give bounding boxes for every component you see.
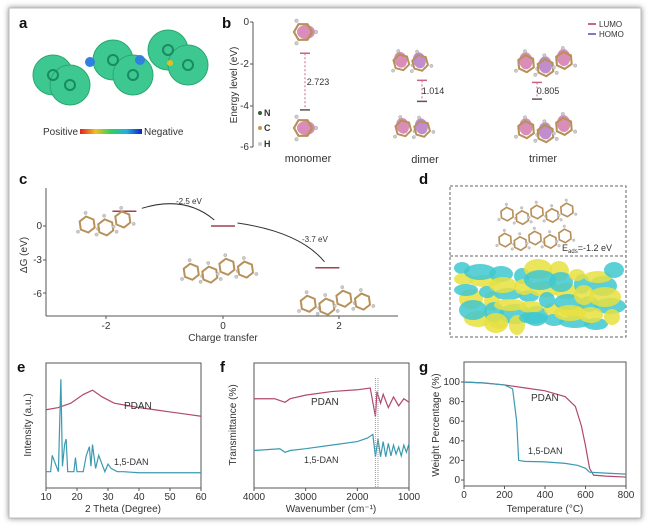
xrd-xtick: 60 (195, 492, 207, 503)
molecule-state-2 (180, 253, 259, 284)
tga-xtick: 600 (577, 490, 594, 501)
panel-label-b: b (222, 15, 231, 32)
legend-lumo: LUMO (599, 20, 622, 29)
ftir-axes (253, 362, 410, 489)
tga-xtick: 0 (461, 490, 467, 501)
e-series-dan: 1,5-DAN (114, 457, 149, 467)
f-series-pdan: PDAN (311, 397, 339, 408)
c-xtick: 2 (336, 321, 342, 332)
g-series-pdan: PDAN (531, 393, 559, 404)
tga-ytick: 60 (449, 416, 461, 427)
c-ytick: 0 (36, 221, 42, 232)
scale-negative: Negative (144, 127, 184, 138)
gap-monomer: 2.723 (307, 77, 330, 87)
atom-h: H (264, 139, 271, 149)
step-1-label: -2.5 eV (176, 197, 202, 206)
trimer-lumo (514, 46, 578, 78)
c-ylabel: ΔG (eV) (19, 237, 30, 273)
gap-trimer: 0.805 (537, 86, 560, 96)
tga-xtick: 800 (618, 490, 635, 501)
xrd-xtick: 40 (133, 492, 145, 503)
g-ylabel: Weight Percentage (%) (431, 373, 442, 476)
panel-label-c: c (19, 171, 27, 188)
label-monomer: monomer (285, 153, 332, 165)
legend-homo: HOMO (599, 30, 624, 39)
b-ylabel: Energy level (eV) (229, 47, 240, 124)
atom-n: N (264, 108, 271, 118)
tga-xtick: 400 (537, 490, 554, 501)
c-xtick: 0 (220, 321, 226, 332)
xrd-xtick: 30 (102, 492, 114, 503)
panel-label-a: a (19, 15, 28, 32)
molecule-state-3 (297, 285, 376, 316)
panel-label-g: g (419, 359, 428, 376)
transfer-arrow-2 (237, 222, 325, 263)
step-2-label: -3.7 eV (302, 235, 328, 244)
tga-ytick: 0 (454, 475, 460, 486)
b-ytick: -6 (240, 142, 249, 153)
xrd-xtick: 20 (71, 492, 83, 503)
panel-label-e: e (17, 359, 25, 376)
adsorbed-molecule-bottom (495, 224, 576, 252)
e-ylabel: Intensity (a.u.) (23, 393, 34, 456)
ftir-series-1,5-DAN (253, 433, 410, 459)
molecule-state-1 (76, 206, 136, 237)
b-ytick: 0 (243, 17, 249, 28)
b-ytick: -4 (240, 101, 249, 112)
label-trimer: trimer (529, 153, 557, 165)
c-xtick: -2 (102, 321, 111, 332)
xrd-series-1,5-DAN (46, 379, 201, 474)
c-ytick: -3 (33, 255, 42, 266)
atom-n-dot (258, 111, 262, 115)
dimer-lumo (391, 49, 434, 73)
tga-ytick: 80 (449, 397, 461, 408)
tga-ytick: 40 (449, 436, 461, 447)
tga-ytick: 100 (443, 377, 460, 388)
ftir-xtick: 2000 (346, 492, 369, 503)
tga-ytick: 20 (449, 455, 461, 466)
dimer-homo (393, 115, 436, 139)
ftir-xtick: 3000 (295, 492, 318, 503)
e-xlabel: 2 Theta (Degree) (85, 504, 161, 515)
atom-h-dot (258, 142, 262, 146)
xrd-xtick: 10 (40, 492, 52, 503)
f-ylabel: Transmittance (%) (228, 384, 239, 465)
transfer-arrow-1 (141, 203, 215, 221)
esp-surface (32, 29, 209, 106)
adsorbed-molecule-top (497, 198, 578, 226)
g-xlabel: Temperature (°C) (507, 504, 584, 515)
trimer-homo (514, 112, 578, 144)
c-ytick: -6 (33, 289, 42, 300)
xrd-series-PDAN (45, 389, 202, 417)
label-dimer: dimer (411, 154, 439, 166)
monomer-lumo (292, 18, 319, 46)
esp-color-scale (80, 129, 142, 134)
e-series-pdan: PDAN (124, 401, 152, 412)
eads-label: Eads=-1.2 eV (562, 243, 612, 255)
panel-label-f: f (220, 359, 226, 376)
xrd-xtick: 50 (164, 492, 176, 503)
monomer-homo (292, 114, 319, 142)
f-series-dan: 1,5-DAN (304, 455, 339, 465)
g-series-dan: 1,5-DAN (528, 446, 563, 456)
xrd-axes (45, 362, 202, 489)
scale-positive: Positive (43, 127, 78, 138)
tga-series-1,5-DAN (463, 381, 627, 475)
atom-c: C (264, 123, 271, 133)
ftir-xtick: 1000 (398, 492, 421, 503)
d-frame (449, 185, 627, 338)
f-xlabel: Wavenumber (cm⁻¹) (286, 504, 376, 515)
ftir-xtick: 4000 (243, 492, 266, 503)
charge-density-map (454, 259, 626, 335)
gap-dimer: 1.014 (422, 86, 445, 96)
c-xlabel: Charge transfer (188, 333, 258, 344)
panel-label-d: d (419, 171, 428, 188)
tga-xtick: 200 (496, 490, 513, 501)
b-ytick: -2 (240, 59, 249, 70)
atom-c-dot (258, 126, 262, 130)
